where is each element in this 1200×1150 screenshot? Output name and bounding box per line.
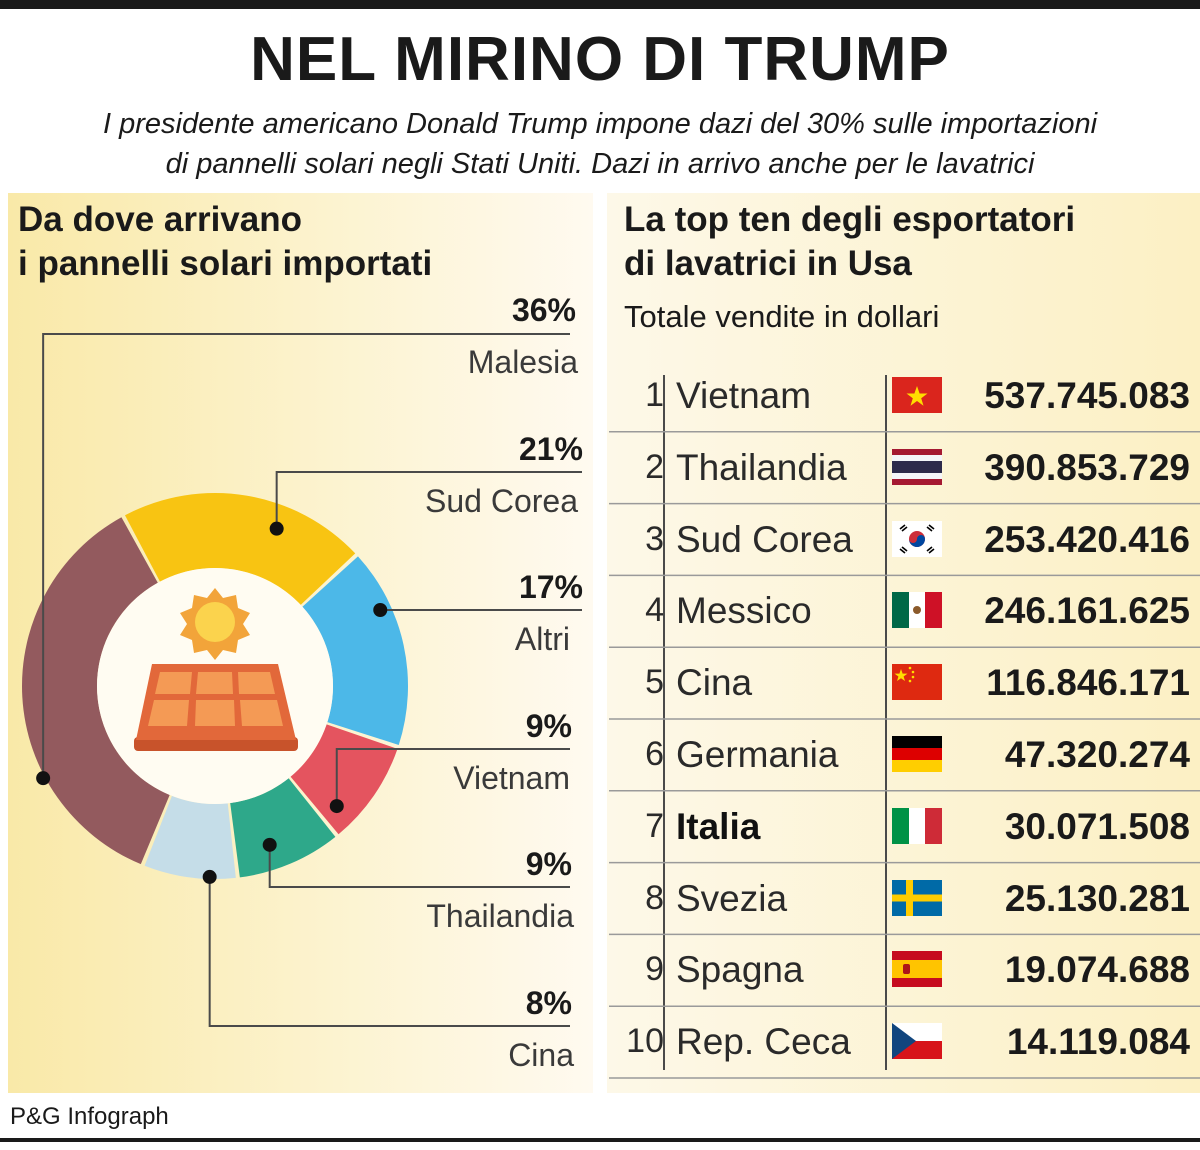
china-flag-icon [892, 664, 942, 701]
page-title: NEL MIRINO DI TRUMP [250, 25, 950, 94]
row-country: Vietnam [676, 375, 812, 416]
row-value: 25.130.281 [1004, 877, 1190, 919]
row-country: Italia [676, 805, 761, 847]
donut-label-country: Vietnam [453, 760, 570, 796]
table-row: 2 Thailandia 390.853.729 [609, 432, 1200, 503]
row-country: Spagna [676, 949, 804, 991]
donut-segment-thailandia [230, 778, 336, 878]
solar-panel-icon [134, 664, 298, 751]
mexico-flag-icon [892, 592, 942, 629]
row-value: 390.853.729 [984, 446, 1190, 488]
sun-icon [180, 588, 250, 660]
row-rank: 4 [645, 591, 664, 630]
table-row: 7 Italia 30.071.508 [609, 791, 1200, 862]
vietnam-flag-icon [892, 377, 942, 413]
czech-flag-icon [892, 1023, 942, 1060]
table-row: 3 Sud Corea 253.420.416 [609, 504, 1200, 575]
table-row: 10 Rep. Ceca 14.119.084 [609, 1006, 1200, 1077]
donut-segment-cina [144, 795, 236, 879]
table-row: 6 Germania 47.320.274 [609, 719, 1200, 790]
table-row: 1 Vietnam 537.745.083 [609, 360, 1200, 431]
table-title: La top ten degli esportatori di lavatric… [624, 200, 1076, 283]
table-subtitle: Totale vendite in dollari [624, 299, 940, 334]
donut-segment-malesia [21, 517, 170, 865]
top-rule [0, 0, 1200, 9]
donut-label-country: Cina [508, 1037, 574, 1073]
row-value: 246.161.625 [984, 590, 1190, 632]
page-subtitle: I presidente americano Donald Trump impo… [102, 108, 1098, 180]
row-country: Svezia [676, 877, 788, 919]
leader-dot [36, 771, 51, 786]
row-rank: 9 [645, 950, 664, 989]
italy-flag-icon [892, 807, 942, 844]
leader-dot [262, 837, 277, 852]
row-rank: 10 [626, 1022, 664, 1061]
donut-segment-vietnam [290, 724, 398, 835]
south-korea-flag-icon [892, 520, 942, 557]
leader-dot [329, 799, 344, 814]
table-row: 8 Svezia 25.130.281 [609, 863, 1200, 934]
donut-label-pct: 9% [525, 846, 572, 882]
row-country: Thailandia [676, 446, 847, 488]
spain-flag-icon [892, 951, 942, 988]
leader-line [335, 748, 570, 807]
row-value: 116.846.171 [986, 662, 1190, 704]
donut-label-country: Malesia [467, 344, 578, 380]
table-row: 5 Cina 116.846.171 [609, 647, 1200, 718]
donut-label-pct: 21% [518, 431, 583, 467]
donut-label-pct: 8% [525, 985, 572, 1021]
donut-segment-sud-corea [124, 493, 356, 605]
row-value: 537.745.083 [984, 375, 1190, 416]
leader-line [208, 876, 570, 1027]
row-country: Cina [676, 662, 753, 704]
source-credit: P&G Infograph [10, 1103, 169, 1130]
row-country: Germania [676, 734, 839, 775]
row-country: Sud Corea [676, 518, 853, 560]
row-country: Rep. Ceca [676, 1021, 851, 1063]
row-rank: 5 [645, 663, 664, 702]
table-row: 4 Messico 246.161.625 [609, 575, 1200, 646]
leader-line [42, 333, 570, 779]
donut-label-pct: 36% [511, 292, 576, 328]
bottom-rule [0, 1138, 1200, 1142]
leader-lines [36, 333, 582, 1027]
donut-label-pct: 17% [518, 569, 583, 605]
right-panel-background [607, 193, 1200, 1093]
donut-label-country: Altri [514, 621, 570, 657]
row-rank: 6 [645, 735, 664, 773]
row-rank: 1 [645, 376, 664, 414]
row-value: 19.074.688 [1004, 949, 1190, 991]
leader-dot [269, 521, 284, 536]
leader-line [275, 471, 582, 529]
donut-chart-title: Da dove arrivano i pannelli solari impor… [18, 200, 433, 283]
donut-label-country: Sud Corea [425, 483, 578, 519]
row-value: 14.119.084 [1006, 1021, 1190, 1063]
row-rank: 2 [645, 447, 664, 486]
table-row: 9 Spagna 19.074.688 [609, 934, 1200, 1005]
sweden-flag-icon [892, 879, 942, 916]
row-rank: 7 [645, 806, 664, 845]
row-value: 47.320.274 [1004, 734, 1190, 775]
row-country: Messico [676, 590, 812, 632]
row-value: 253.420.416 [984, 518, 1190, 560]
leader-dot [373, 603, 388, 617]
table-row-lines [609, 431, 1200, 1079]
leader-line [268, 844, 570, 888]
thailand-flag-icon [892, 448, 942, 485]
leader-dot [202, 869, 217, 884]
donut-label-pct: 9% [525, 708, 572, 744]
row-rank: 8 [645, 878, 664, 917]
row-rank: 3 [645, 519, 664, 558]
donut-label-country: Thailandia [426, 898, 574, 934]
germany-flag-icon [892, 736, 942, 772]
row-value: 30.071.508 [1004, 805, 1190, 847]
